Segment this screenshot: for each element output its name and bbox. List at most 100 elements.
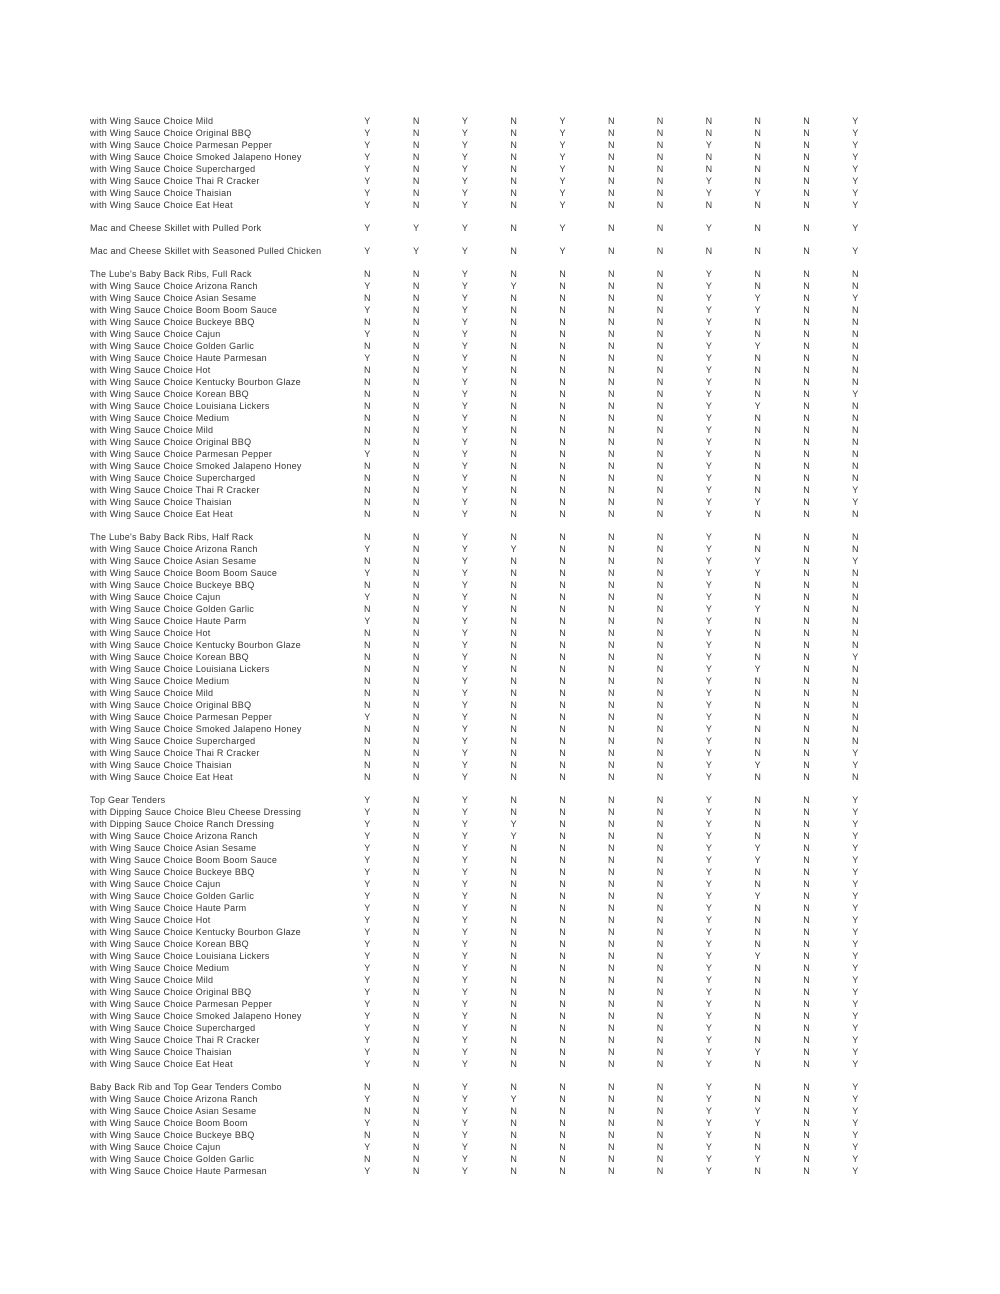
allergen-flag: N [608,1106,615,1116]
allergen-flag: Y [461,128,469,138]
allergen-flag: N [510,176,518,186]
table-section-mac-and-cheese-skillet-seasoned-pulled-chicken: Mac and Cheese Skillet with Seasoned Pul… [90,245,1000,257]
table-row: with Wing Sauce Choice Golden Garlic N N Y N… [90,340,1000,352]
allergen-flag: N [510,748,518,758]
allergen-flag: Y [364,1118,371,1128]
allergen-flag: Y [461,975,469,985]
allergen-flag: Y [705,317,713,327]
allergen-flag: Y [754,855,761,865]
allergen-flag: N [608,736,615,746]
allergen-flag: Y [364,200,371,210]
item-label: with Wing Sauce Choice Buckeye BBQ [90,317,255,327]
allergen-flag: N [364,580,371,590]
allergen-flag: N [364,676,371,686]
item-label: with Wing Sauce Choice Boom Boom Sauce [90,855,278,865]
allergen-flag: N [559,819,566,829]
allergen-flag: N [608,939,615,949]
allergen-flag: N [559,640,566,650]
allergen-flag: N [510,377,518,387]
allergen-flag: Y [461,843,469,853]
table-row: with Wing Sauce Choice Arizona Ranch Y N Y Y… [90,543,1000,555]
allergen-flag: N [364,532,371,542]
allergen-flag: Y [705,963,713,973]
item-label: with Wing Sauce Choice Haute Parmesan [90,1166,267,1176]
allergen-flag: N [412,1166,420,1176]
allergen-flag: N [803,688,810,698]
table-row: with Wing Sauce Choice Medium Y N Y N N N N Y N N Y [90,962,1000,974]
allergen-flag: N [608,365,615,375]
allergen-flag: N [851,377,859,387]
allergen-flag: N [803,509,810,519]
allergen-flag: Y [461,293,469,303]
allergen-flag: Y [461,1011,469,1021]
allergen-flag: Y [852,200,859,210]
allergen-flag: Y [705,365,713,375]
allergen-flag: Y [461,1166,469,1176]
item-label: with Wing Sauce Choice Thaisian [90,760,232,770]
allergen-flag: N [559,305,566,315]
allergen-flag: Y [461,915,469,925]
allergen-flag: N [510,509,518,519]
allergen-flag: N [851,736,859,746]
allergen-flag: Y [705,329,713,339]
allergen-flag: Y [852,795,859,805]
table-section-lubes-baby-back-ribs-half-rack: The Lube's Baby Back Ribs, Half Rack N N Y N… [90,531,1000,783]
allergen-flag: N [608,999,615,1009]
table-row: with Dipping Sauce Choice Bleu Cheese Dr… [90,806,1000,818]
allergen-flag: Y [461,509,469,519]
allergen-flag: N [608,1118,615,1128]
allergen-flag: N [656,128,664,138]
allergen-flag: N [364,1154,371,1164]
allergen-flag: N [803,831,810,841]
item-label: with Wing Sauce Choice Original BBQ [90,128,252,138]
item-label: with Wing Sauce Choice Hot [90,915,211,925]
allergen-flag: N [608,1130,615,1140]
item-label: Mac and Cheese Skillet with Seasoned Pul… [90,246,322,256]
allergen-flag: N [754,116,762,126]
allergen-flag: Y [852,1106,859,1116]
allergen-flag: Y [364,544,371,554]
allergen-flag: N [412,293,420,303]
allergen-flag: N [656,1106,664,1116]
allergen-flag: Y [705,891,713,901]
allergen-flag: N [412,1059,420,1069]
allergen-flag: Y [364,1059,371,1069]
allergen-flag: Y [364,1094,371,1104]
allergen-flag: N [803,1023,810,1033]
allergen-flag: N [510,437,518,447]
allergen-flag: N [412,724,420,734]
item-label: with Wing Sauce Choice Kentucky Bourbon … [90,927,301,937]
allergen-flag: N [510,1106,518,1116]
allergen-flag: N [754,807,762,817]
allergen-flag: Y [559,188,566,198]
allergen-flag: N [364,389,371,399]
table-row: with Wing Sauce Choice Thai R Cracker Y N Y… [90,1034,1000,1046]
allergen-flag: N [364,485,371,495]
allergen-flag: N [364,628,371,638]
allergen-flag: N [754,772,762,782]
allergen-flag: Y [364,903,371,913]
table-row: with Wing Sauce Choice Golden Garlic N N Y N… [90,1153,1000,1165]
item-label: with Wing Sauce Choice Buckeye BBQ [90,867,255,877]
allergen-flag: N [803,544,810,554]
allergen-flag: N [754,736,762,746]
allergen-flag: Y [705,1023,713,1033]
item-label: with Wing Sauce Choice Golden Garlic [90,341,255,351]
allergen-flag: Y [705,532,713,542]
allergen-flag: Y [364,987,371,997]
allergen-flag: Y [461,353,469,363]
allergen-flag: N [656,485,664,495]
allergen-flag: N [656,140,664,150]
allergen-flag: N [412,772,420,782]
allergen-flag: Y [364,592,371,602]
allergen-flag: N [559,1166,566,1176]
allergen-flag: Y [461,473,469,483]
allergen-flag: Y [705,1154,713,1164]
allergen-flag: N [510,580,518,590]
allergen-flag: N [754,640,762,650]
allergen-flag: N [510,1166,518,1176]
table-row: with Wing Sauce Choice Haute Parm Y N Y N N N N… [90,615,1000,627]
allergen-flag: N [656,365,664,375]
table-row: with Wing Sauce Choice Asian Sesame N N Y N N… [90,292,1000,304]
allergen-flag: Y [754,556,761,566]
